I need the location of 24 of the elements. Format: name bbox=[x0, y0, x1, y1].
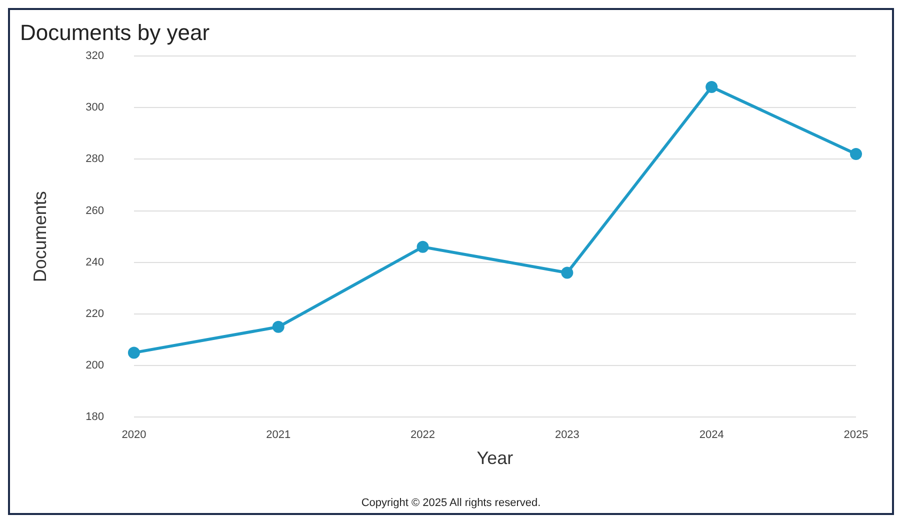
y-tick-label: 320 bbox=[86, 50, 104, 62]
x-tick-label: 2021 bbox=[266, 428, 291, 441]
text: Copyright © 2025 All rights reserved. bbox=[360, 497, 542, 509]
y-tick-label: 300 bbox=[86, 102, 104, 114]
y-tick-label: 180 bbox=[86, 411, 104, 424]
point bbox=[561, 266, 574, 279]
y-tick-label: 280 bbox=[86, 153, 104, 166]
y-tick-label: 240 bbox=[86, 256, 104, 268]
chart-title: Documents by year bbox=[20, 20, 210, 46]
x-tick-label: 2023 bbox=[554, 428, 580, 441]
x-tick-label: 2024 bbox=[699, 428, 724, 441]
y-tick-label: 220 bbox=[86, 308, 104, 320]
point bbox=[128, 346, 140, 359]
x-tick-label: 2025 bbox=[844, 428, 868, 441]
x-tick-label: 2022 bbox=[410, 428, 436, 441]
point bbox=[706, 80, 718, 93]
x-tick-label: 2020 bbox=[122, 428, 146, 441]
x-axis-title: Year bbox=[476, 448, 514, 468]
point bbox=[850, 148, 862, 160]
point bbox=[272, 320, 284, 333]
y-tick-label: 200 bbox=[86, 360, 104, 372]
point bbox=[416, 240, 429, 253]
y-tick-label: 260 bbox=[86, 204, 104, 217]
y-axis-title: Documents bbox=[30, 191, 50, 282]
